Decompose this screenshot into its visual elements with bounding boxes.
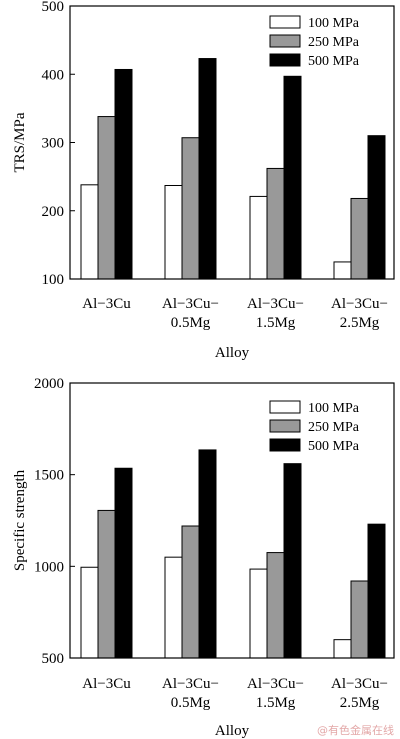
legend-swatch	[269, 34, 301, 48]
bar-100-mpa-4	[333, 639, 352, 659]
legend-label: 250 MPa	[308, 420, 360, 435]
x-tick-label: Al−3Cu− 2.5Mg	[331, 296, 388, 331]
bar-100-mpa-2	[164, 556, 183, 659]
x-tick-label: Al−3Cu− 0.5Mg	[162, 296, 219, 331]
bar-500-mpa-4	[367, 523, 386, 659]
bar-500-mpa-3	[283, 75, 302, 280]
bar-100-mpa-4	[333, 261, 352, 280]
legend-label: 250 MPa	[308, 35, 360, 50]
chart-panel-2: 500 1000 1500 2000 Al−3Cu Al−3Cu− 0.5Mg Al−3Cu−…	[12, 376, 395, 739]
y-tick-label: 200	[42, 204, 65, 220]
y-tick-label: 1500	[34, 468, 64, 484]
legend-swatch	[269, 15, 301, 29]
x-axis-label: Alloy	[215, 345, 250, 361]
y-tick-label: 400	[42, 67, 65, 83]
x-tick-label: Al−3Cu− 1.5Mg	[247, 296, 304, 331]
legend-label: 500 MPa	[308, 54, 360, 69]
x-tick-label: Al−3Cu− 1.5Mg	[247, 676, 304, 711]
bar-100-mpa-3	[249, 195, 268, 280]
y-axis-label: TRS/MPa	[12, 112, 28, 172]
legend: 100 MPa 250 MPa 500 MPa	[269, 15, 360, 69]
bar-250-mpa-2	[181, 525, 200, 659]
y-tick-label: 100	[42, 272, 65, 288]
watermark: @有色金属在线	[317, 723, 394, 737]
legend-swatch	[269, 438, 301, 452]
y-tick-label: 2000	[34, 376, 64, 392]
bar-250-mpa-1	[97, 509, 116, 659]
bar-250-mpa-4	[350, 580, 369, 659]
legend: 100 MPa 250 MPa 500 MPa	[269, 400, 360, 454]
bar-100-mpa-1	[80, 184, 99, 280]
x-tick-label: Al−3Cu	[82, 296, 131, 312]
bar-250-mpa-3	[266, 167, 285, 280]
bar-500-mpa-1	[114, 467, 133, 659]
legend-label: 500 MPa	[308, 439, 360, 454]
x-tick-label: Al−3Cu	[82, 676, 131, 692]
bar-100-mpa-3	[249, 568, 268, 659]
chart-panel-1: 100 200 300 400 500 Al−3Cu Al−3Cu− 0.5Mg Al−3Cu−…	[12, 0, 395, 361]
y-tick-label: 1000	[34, 559, 64, 575]
bar-100-mpa-1	[80, 566, 99, 659]
y-tick-label: 500	[42, 651, 65, 667]
x-tick-label: Al−3Cu− 0.5Mg	[162, 676, 219, 711]
legend-swatch	[269, 400, 301, 414]
plot-frame	[69, 382, 395, 659]
legend-label: 100 MPa	[308, 16, 360, 31]
bar-500-mpa-4	[367, 135, 386, 280]
y-axis-label: Specific strength	[12, 469, 28, 571]
bar-500-mpa-2	[198, 449, 217, 659]
x-tick-label: Al−3Cu− 2.5Mg	[331, 676, 388, 711]
bar-250-mpa-4	[350, 197, 369, 280]
legend-swatch	[269, 53, 301, 67]
bar-100-mpa-2	[164, 184, 183, 280]
legend-label: 100 MPa	[308, 401, 360, 416]
x-axis-label: Alloy	[215, 723, 250, 739]
bar-250-mpa-3	[266, 552, 285, 659]
bar-500-mpa-2	[198, 58, 217, 280]
y-tick-label: 500	[42, 0, 65, 15]
bar-500-mpa-1	[114, 68, 133, 280]
bar-250-mpa-1	[97, 116, 116, 280]
y-tick-label: 300	[42, 136, 65, 152]
legend-swatch	[269, 419, 301, 433]
bar-500-mpa-3	[283, 463, 302, 659]
bar-250-mpa-2	[181, 137, 200, 280]
